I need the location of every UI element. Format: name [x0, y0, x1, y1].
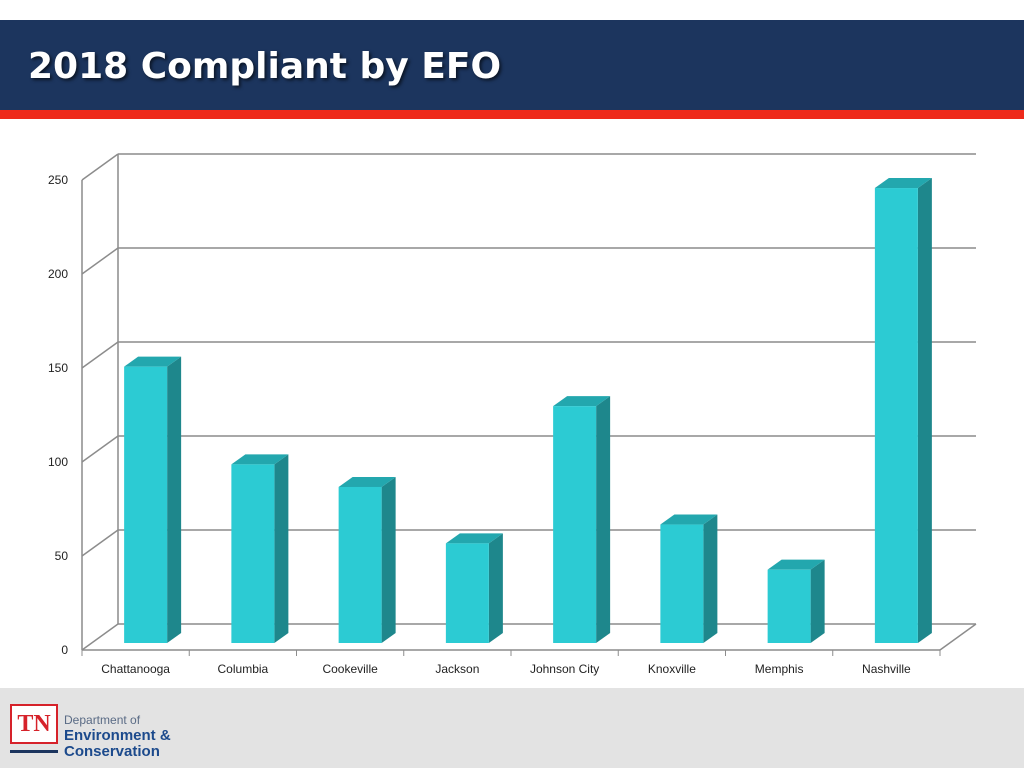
gridline-diagonal — [81, 435, 119, 463]
bar-6 — [660, 524, 704, 643]
x-tick-label: Nashville — [862, 662, 911, 676]
bar-5 — [553, 406, 597, 643]
gridline-diagonal — [81, 529, 119, 557]
y-tick-label: 250 — [48, 173, 68, 187]
department-line-1: Department of — [64, 713, 141, 727]
y-tick-label: 200 — [48, 267, 68, 281]
y-tick-label: 0 — [61, 643, 68, 657]
title-bar: 2018 Compliant by EFO — [0, 20, 1024, 110]
x-tick-label: Johnson City — [530, 662, 599, 676]
bar-chart: 0 50 100 150 200 250 Chattanooga Columbia Cookev… — [48, 153, 977, 676]
gridline-diagonal — [81, 341, 119, 369]
bar-2 — [231, 464, 275, 643]
x-tick-label: Columbia — [218, 662, 269, 676]
tn-logo: TN — [10, 704, 58, 744]
gridline-diagonal — [81, 247, 119, 275]
tn-logo-mark: TN — [17, 711, 51, 737]
floor-edge — [939, 623, 977, 651]
bar-8 — [874, 188, 918, 644]
bar-1 — [124, 366, 168, 643]
bar-side-5 — [596, 396, 611, 643]
bar-top-8 — [874, 178, 932, 189]
bar-side-3 — [381, 476, 396, 643]
department-name: Department of Environment & Conservation — [64, 712, 171, 760]
slide-title: 2018 Compliant by EFO — [28, 46, 502, 87]
department-line-2: Environment & — [64, 727, 171, 744]
bar-3 — [338, 486, 382, 643]
bar-side-2 — [274, 454, 289, 643]
gridline-diagonal — [81, 623, 119, 651]
bar-top-5 — [553, 396, 611, 407]
bar-top-1 — [124, 356, 182, 367]
bar-top-7 — [767, 559, 825, 570]
bar-side-6 — [703, 514, 718, 643]
x-tick-label: Cookeville — [322, 662, 378, 676]
bar-7 — [767, 569, 811, 643]
department-line-3: Conservation — [64, 743, 160, 760]
y-tick-label: 150 — [48, 361, 68, 375]
bar-side-7 — [810, 559, 825, 643]
footer: TN Department of Environment & Conservat… — [0, 688, 1024, 768]
x-tick-label: Knoxville — [648, 662, 696, 676]
x-tick-label: Memphis — [755, 662, 804, 676]
x-tick-label: Chattanooga — [101, 662, 170, 676]
bar-4 — [445, 543, 489, 643]
accent-stripe — [0, 110, 1024, 119]
x-tick-label: Jackson — [435, 662, 479, 676]
bar-top-6 — [660, 514, 718, 525]
gridline-diagonal — [81, 153, 119, 181]
bar-top-3 — [338, 476, 396, 487]
bar-side-1 — [167, 356, 182, 643]
logo-underline — [10, 750, 58, 753]
bar-side-4 — [488, 533, 503, 643]
bar-side-8 — [917, 178, 932, 644]
y-tick-label: 100 — [48, 455, 68, 469]
bar-top-2 — [231, 454, 289, 465]
y-tick-label: 50 — [55, 549, 69, 563]
bar-top-4 — [445, 533, 503, 544]
